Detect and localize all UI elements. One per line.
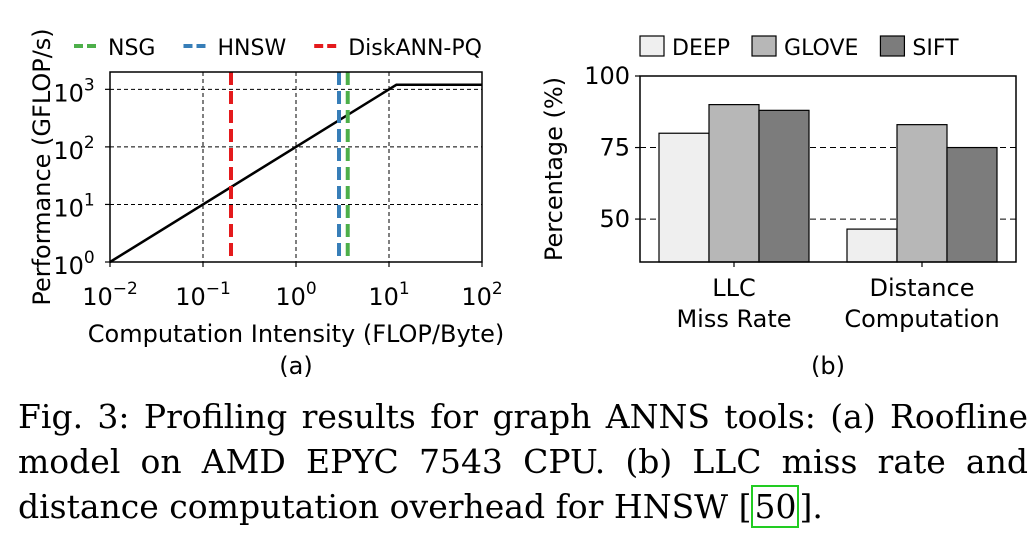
sift-legend-swatch xyxy=(879,35,906,57)
x-tick-label: 101 xyxy=(368,279,409,311)
roofline-y-ticks: 100 101 102 103 xyxy=(53,75,110,280)
bar-glove xyxy=(708,104,760,263)
y-tick-label: 102 xyxy=(53,133,94,165)
bar-sift xyxy=(946,146,998,263)
x-tick-label: 10−1 xyxy=(175,279,231,311)
bar-chart-bars xyxy=(658,104,998,263)
x-category-label: Miss Rate xyxy=(676,305,791,333)
x-category-label: Computation xyxy=(844,305,999,333)
x-category-label: LLC xyxy=(712,274,756,302)
roofline-grid xyxy=(110,72,482,262)
roofline-y-axis-label: Performance (GFLOP/s) xyxy=(28,28,56,305)
bar-deep xyxy=(846,228,898,263)
caption-text: Fig. 3: Profiling results for graph ANNS… xyxy=(18,397,1028,526)
y-tick-label: 50 xyxy=(599,205,630,233)
glove-legend-swatch xyxy=(751,35,777,57)
roofline-chart: 10−2 10−1 100 101 102 100 101 102 103 NSG HNSW Di… xyxy=(28,28,504,380)
glove-legend-label: GLOVE xyxy=(784,36,858,61)
caption-text-end: ]. xyxy=(799,487,823,526)
y-tick-label: 100 xyxy=(53,248,94,280)
deep-legend-swatch xyxy=(639,35,665,57)
bar-chart-y-ticks: 50 75 100 xyxy=(584,62,640,233)
roofline-legend: NSG HNSW DiskANN-PQ xyxy=(74,36,482,61)
bar-sift xyxy=(758,109,810,263)
bar-chart-panel-label: (b) xyxy=(811,352,845,380)
y-tick-label: 100 xyxy=(584,62,630,90)
x-category-label: Distance xyxy=(870,274,975,302)
bar-glove xyxy=(896,124,948,263)
x-tick-label: 100 xyxy=(275,279,316,311)
roofline-x-axis-label: Computation Intensity (FLOP/Byte) xyxy=(88,320,504,348)
y-tick-label: 75 xyxy=(599,134,630,162)
bar-chart-x-ticks: LLC Miss Rate Distance Computation xyxy=(676,262,1000,333)
bar-chart-legend: DEEP GLOVE SIFT xyxy=(639,35,959,61)
nsg-legend-label: NSG xyxy=(108,36,155,61)
citation-link[interactable]: 50 xyxy=(751,485,800,528)
roofline-lines xyxy=(109,72,482,264)
y-tick-label: 101 xyxy=(53,190,94,222)
roofline-x-ticks: 10−2 10−1 100 101 102 xyxy=(82,262,503,311)
roofline-line xyxy=(109,83,482,264)
figure-caption: Fig. 3: Profiling results for graph ANNS… xyxy=(18,394,1028,529)
x-tick-label: 10−2 xyxy=(82,279,138,311)
bar-chart-plot-frame xyxy=(639,75,1017,263)
x-tick-label: 102 xyxy=(461,279,502,311)
bar-deep xyxy=(658,132,710,263)
bar-chart-y-axis-label: Percentage (%) xyxy=(540,77,568,261)
y-tick-label: 103 xyxy=(53,75,94,107)
sift-legend-label: SIFT xyxy=(912,36,959,61)
deep-legend-label: DEEP xyxy=(672,36,730,61)
hnsw-legend-label: HNSW xyxy=(217,36,286,61)
diskann-pq-legend-label: DiskANN-PQ xyxy=(348,36,482,61)
roofline-panel-label: (a) xyxy=(279,352,312,380)
figure: 10−2 10−1 100 101 102 100 101 102 103 NSG HNSW Di… xyxy=(28,28,1017,380)
